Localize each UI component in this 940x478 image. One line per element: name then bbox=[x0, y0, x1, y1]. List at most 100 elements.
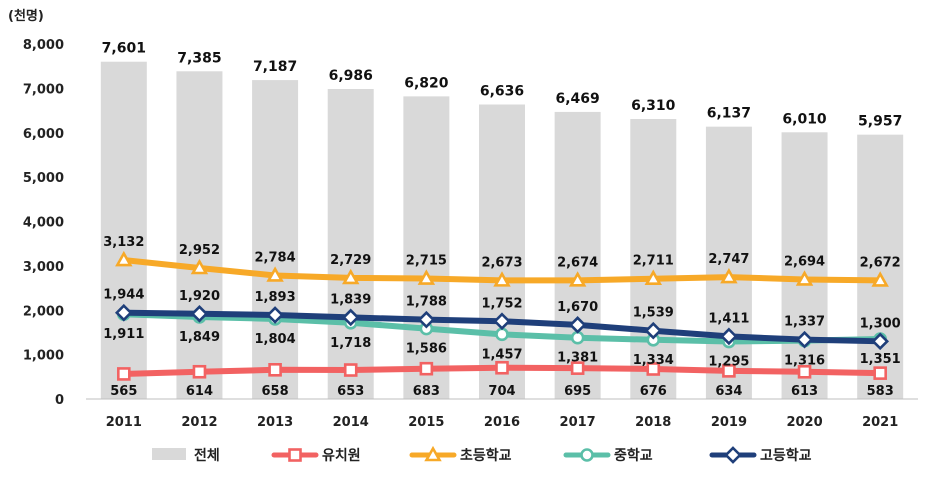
data-point-marker bbox=[419, 361, 434, 376]
bar-value-label: 7,601 bbox=[102, 41, 146, 57]
x-tick-label: 2013 bbox=[257, 415, 293, 430]
data-point-marker bbox=[570, 361, 585, 375]
line-value-label: 653 bbox=[337, 384, 364, 399]
bar-2011 bbox=[100, 61, 147, 399]
bar-2016 bbox=[479, 104, 525, 399]
data-point-marker bbox=[873, 366, 887, 380]
data-point-marker bbox=[115, 250, 133, 267]
line-value-label: 1,849 bbox=[179, 330, 220, 345]
bar-value-label: 7,187 bbox=[253, 59, 297, 75]
data-point-marker bbox=[266, 306, 284, 324]
line-value-label: 2,673 bbox=[481, 255, 522, 270]
bar-value-label: 5,957 bbox=[858, 114, 902, 130]
x-tick-label: 2016 bbox=[484, 415, 520, 430]
line-value-label: 1,381 bbox=[557, 351, 598, 366]
line-data-labels: 565 614 658 653 683 704 695 676 634 613 583 3,132 2,… bbox=[103, 235, 900, 399]
line-value-label: 1,839 bbox=[330, 292, 371, 307]
line-value-label: 2,694 bbox=[784, 254, 825, 269]
line-value-label: 1,893 bbox=[255, 290, 296, 305]
line-value-label: 704 bbox=[488, 384, 515, 399]
bar-value-label: 6,636 bbox=[480, 84, 524, 100]
legend-item-전체: 전체 bbox=[152, 447, 220, 464]
series-유치원 bbox=[117, 360, 887, 381]
data-point-marker bbox=[495, 360, 509, 375]
line-value-label: 3,132 bbox=[103, 235, 144, 250]
legend-label: 중학교 bbox=[614, 448, 653, 464]
line-value-label: 583 bbox=[867, 384, 894, 399]
y-tick-label: 0 bbox=[55, 393, 64, 408]
y-unit-label: (천명) bbox=[8, 8, 44, 24]
legend-label: 유치원 bbox=[322, 448, 361, 464]
x-tick-label: 2011 bbox=[106, 415, 142, 430]
data-point-marker bbox=[493, 271, 511, 287]
bar-value-label: 6,310 bbox=[631, 98, 676, 114]
line-value-label: 1,300 bbox=[860, 316, 901, 331]
data-point-marker bbox=[795, 270, 814, 286]
bar-2015 bbox=[403, 96, 450, 400]
legend-item-고등학교: 고등학교 bbox=[709, 446, 812, 464]
line-value-label: 2,711 bbox=[633, 254, 674, 269]
line-value-label: 1,351 bbox=[860, 352, 901, 367]
line-value-label: 613 bbox=[791, 384, 818, 399]
line-value-label: 1,670 bbox=[557, 300, 598, 315]
line-value-label: 1,911 bbox=[103, 327, 144, 342]
bar-2021 bbox=[857, 134, 904, 399]
bar-2020 bbox=[781, 132, 828, 399]
y-axis: 0 1,000 2,000 3,000 4,000 5,000 6,000 7,000 8,00… bbox=[23, 38, 64, 408]
legend-item-초등학교: 초등학교 bbox=[409, 445, 512, 464]
legend-item-중학교: 중학교 bbox=[563, 448, 653, 464]
bar-value-label: 6,469 bbox=[555, 91, 599, 107]
bar-value-label: 6,137 bbox=[707, 106, 751, 122]
line-value-label: 2,952 bbox=[179, 243, 220, 258]
x-tick-label: 2017 bbox=[560, 415, 596, 430]
y-tick-label: 1,000 bbox=[23, 349, 64, 364]
data-point-marker bbox=[570, 330, 585, 345]
series-초등학교 bbox=[115, 250, 889, 287]
legend-marker bbox=[288, 448, 302, 462]
bar-2013 bbox=[252, 80, 299, 399]
y-tick-label: 4,000 bbox=[23, 216, 64, 231]
data-point-marker bbox=[797, 364, 812, 379]
data-point-marker bbox=[343, 363, 358, 377]
legend-label: 고등학교 bbox=[760, 448, 812, 464]
data-point-marker bbox=[417, 310, 436, 329]
line-value-label: 2,784 bbox=[255, 250, 296, 265]
line-value-label: 1,586 bbox=[406, 342, 447, 357]
line-value-label: 2,672 bbox=[860, 255, 901, 270]
legend-item-유치원: 유치원 bbox=[271, 448, 361, 464]
data-point-marker bbox=[871, 332, 890, 351]
bar-2018 bbox=[630, 118, 677, 400]
bar-series-total bbox=[100, 61, 904, 400]
line-value-label: 2,747 bbox=[708, 252, 749, 267]
data-point-marker bbox=[646, 362, 661, 376]
legend-swatch bbox=[152, 448, 186, 460]
line-value-label: 1,718 bbox=[330, 336, 371, 351]
data-point-marker bbox=[568, 316, 587, 334]
legend-label: 초등학교 bbox=[460, 448, 512, 464]
line-value-label: 2,729 bbox=[330, 253, 371, 268]
line-value-label: 1,788 bbox=[406, 295, 447, 310]
line-value-label: 676 bbox=[640, 384, 667, 399]
series-고등학교 bbox=[114, 303, 890, 351]
line-value-label: 658 bbox=[262, 384, 289, 399]
line-value-label: 683 bbox=[413, 384, 440, 399]
line-value-label: 2,674 bbox=[557, 255, 598, 270]
x-tick-label: 2020 bbox=[786, 415, 822, 430]
data-point-marker bbox=[720, 327, 738, 346]
data-point-marker bbox=[493, 312, 511, 331]
bar-2014 bbox=[327, 88, 374, 399]
data-point-marker bbox=[417, 269, 436, 285]
line-value-label: 1,295 bbox=[708, 355, 749, 370]
line-value-label: 1,944 bbox=[103, 288, 144, 303]
bar-value-label: 6,010 bbox=[782, 111, 827, 127]
line-value-label: 1,411 bbox=[708, 311, 749, 326]
y-tick-label: 7,000 bbox=[23, 82, 64, 97]
line-series bbox=[114, 250, 890, 381]
line-value-label: 1,539 bbox=[633, 306, 674, 321]
data-point-marker bbox=[495, 327, 509, 342]
x-tick-label: 2015 bbox=[408, 415, 444, 430]
x-axis: 2011 2012 2013 2014 2015 2016 2017 2018 2019 2020… bbox=[106, 415, 899, 430]
x-tick-label: 2018 bbox=[635, 415, 671, 430]
data-point-marker bbox=[266, 266, 284, 282]
